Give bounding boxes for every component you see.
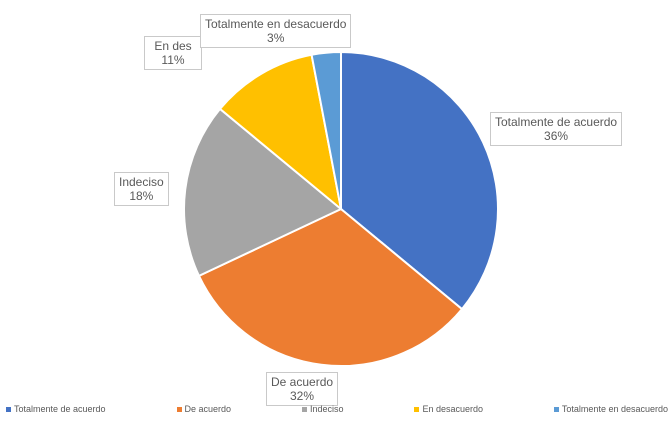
legend-swatch — [301, 406, 307, 412]
label-name: De acuerdo — [271, 375, 334, 389]
legend-label: Totalmente en desacuerdo — [561, 404, 668, 414]
legend-label: Indeciso — [309, 404, 344, 414]
legend-item-indeciso: Indeciso — [301, 404, 344, 414]
legend-swatch — [553, 406, 559, 412]
label-name: Totalmente de acuerdo — [495, 115, 618, 129]
legend-label: Totalmente de acuerdo — [14, 404, 106, 414]
data-label-totalmente-en-desacuerdo: Totalmente en desacuerdo 3% — [200, 14, 352, 48]
label-percent: 18% — [129, 189, 154, 203]
label-percent: 3% — [267, 31, 285, 45]
legend-swatch — [414, 406, 420, 412]
data-label-de-acuerdo: De acuerdo 32% — [266, 372, 339, 406]
legend-item-de-acuerdo: De acuerdo — [176, 404, 232, 414]
legend-swatch — [176, 406, 182, 412]
pie-slice-indeciso — [183, 107, 343, 278]
legend-item-totalmente-en-desacuerdo: Totalmente en desacuerdo — [553, 404, 668, 414]
legend-swatch — [6, 406, 11, 412]
data-label-totalmente-de-acuerdo: Totalmente de acuerdo 36% — [490, 112, 623, 146]
data-label-indeciso: Indeciso 18% — [114, 172, 169, 206]
data-label-en-desacuerdo: En des 11% — [144, 36, 202, 70]
label-percent: 36% — [544, 129, 569, 143]
legend-item-totalmente-de-acuerdo: Totalmente de acuerdo — [6, 404, 106, 414]
label-name: Totalmente en desacuerdo — [205, 17, 347, 31]
label-percent: 32% — [290, 389, 315, 403]
label-name: En des — [154, 39, 192, 53]
pie-slice-totalmente-en-desacuerdo — [310, 50, 342, 210]
legend-item-en-desacuerdo: En desacuerdo — [414, 404, 483, 414]
pie-slice-en-desacuerdo — [218, 53, 343, 212]
label-percent: 11% — [161, 53, 185, 67]
legend-label: En desacuerdo — [422, 404, 483, 414]
label-name: Indeciso — [119, 175, 164, 189]
pie-slice-de-acuerdo — [197, 207, 464, 367]
pie-slice-totalmente-de-acuerdo — [340, 50, 499, 311]
legend-label: De acuerdo — [184, 404, 232, 414]
legend: Totalmente de acuerdo De acuerdo Indecis… — [6, 404, 668, 414]
